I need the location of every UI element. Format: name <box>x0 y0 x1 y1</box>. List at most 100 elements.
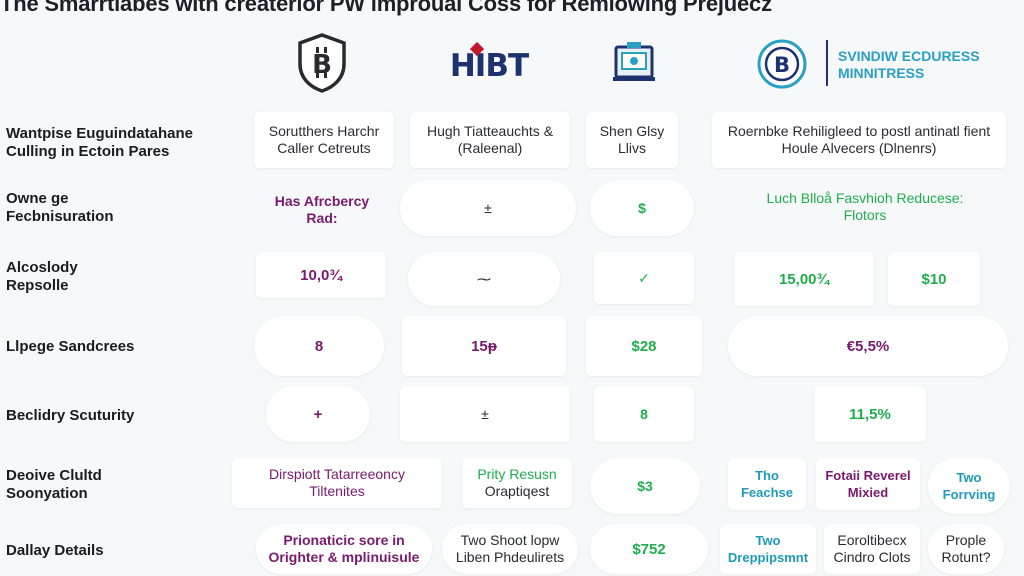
header-cell: Hugh Tiatteauchts & (Raleenal) <box>410 112 570 168</box>
cell-line: Orighter & mplinuisule <box>268 549 420 565</box>
circle-bitcoin-logo: B <box>754 38 810 90</box>
data-cell: Prionaticic sore in Orighter & mplinuisul… <box>256 524 432 574</box>
hibt-logo-text: HIBT <box>449 48 529 84</box>
cell-line: Roernbke Rehiligleed to postl antinatl f… <box>727 123 991 139</box>
device-terminal-icon <box>608 38 660 86</box>
cell-line: Cindro Clots <box>833 549 911 565</box>
cell-value: 10,0¾ <box>300 266 342 284</box>
data-cell: 15ᵽ <box>402 316 566 376</box>
header-cell: Sorutthers Harchr Caller Cetreuts <box>254 112 394 168</box>
row-label-line1: Llpege Sandcrees <box>6 338 135 355</box>
data-cell: Dirspiott Tatarreeoncy Tiltenites <box>232 458 442 508</box>
row-label: Alcoslody Repsolle <box>6 259 78 295</box>
cell-value: 8 <box>640 405 648 422</box>
cell-line: Two <box>755 533 781 548</box>
cell-line: Feachse <box>740 485 794 500</box>
cell-value: ⁓ <box>477 270 491 287</box>
brand-tagline-line1: SVINDIW ECDURESS <box>838 48 980 64</box>
cell-value: ± <box>484 199 492 216</box>
cell-value: 11,5% <box>849 405 891 423</box>
cell-value: 15,00¾ <box>778 270 830 288</box>
brand-tagline: SVINDIW ECDURESS MINNITRESS <box>838 48 980 82</box>
cell-line: Prionaticic sore in <box>283 532 405 548</box>
cell-line: (Raleenal) <box>457 140 523 156</box>
cell-line: Oraptiqest <box>484 483 550 499</box>
cell-value: 15ᵽ <box>471 337 497 355</box>
data-cell: 11,5% <box>814 386 926 442</box>
row-label-line2: Culling in Ectoin Pares <box>6 143 170 160</box>
data-cell: Eoroltibecx Cindro Clots <box>824 524 920 574</box>
data-cell: ✓ <box>594 252 694 304</box>
cell-line: Tho <box>755 468 779 483</box>
cell-line: Rotunt? <box>941 549 991 565</box>
cell-line: Dirspiott Tatarreeoncy <box>269 466 405 482</box>
data-cell: $10 <box>888 252 980 306</box>
row-label-line1: Deoive Clultd <box>6 467 102 484</box>
row-label: Beclidry Scuturity <box>6 407 134 425</box>
data-cell: Prople Rotunt? <box>928 524 1004 574</box>
cell-line: Flotors <box>843 207 887 223</box>
row-label-line2: Repsolle <box>6 277 69 294</box>
brand-divider <box>826 40 828 86</box>
data-cell: 8 <box>254 316 384 376</box>
hibt-logo: HIBT <box>446 41 532 88</box>
data-cell: 10,0¾ <box>256 252 386 298</box>
cell-line: Llivs <box>617 140 646 156</box>
cell-line: Caller Cetreuts <box>277 140 371 156</box>
shield-bitcoin-logo: B <box>294 32 350 94</box>
row-label-line2: Soonyation <box>6 485 88 502</box>
header-cell: Roernbke Rehiligleed to postl antinatl f… <box>712 112 1006 168</box>
data-cell: + <box>266 386 370 442</box>
cell-value: 8 <box>314 337 324 355</box>
row-label-line2: Fecbnisuration <box>6 208 114 225</box>
cell-line: Rad: <box>306 210 338 226</box>
cell-value: ± <box>481 405 489 422</box>
data-cell: $3 <box>590 458 700 514</box>
data-cell: Two Shoot lopw Liben Phdeulirets <box>442 524 578 574</box>
data-cell: €5,5% <box>728 316 1008 376</box>
row-label-line1: Dallay Details <box>6 542 104 559</box>
cell-line: Liben Phdeulirets <box>455 549 565 565</box>
cell-line: Tiltenites <box>309 483 365 499</box>
cell-line: Mixied <box>847 485 889 500</box>
cell-line: Two Shoot lopw <box>460 532 560 548</box>
data-cell: Fotaii Reverel Mixied <box>816 458 920 510</box>
data-cell: ± <box>400 386 570 442</box>
page-title: The Smarrtlabes with createrlor PW impro… <box>0 0 772 16</box>
svg-text:B: B <box>312 50 332 80</box>
data-cell: 15,00¾ <box>734 252 874 306</box>
data-cell: 8 <box>594 386 694 442</box>
data-cell: Prity Resusn Oraptiqest <box>462 458 572 508</box>
row-label: Llpege Sandcrees <box>6 338 134 356</box>
cell-line: Two <box>956 470 982 485</box>
header-cell: Shen Glsy Llivs <box>586 112 678 168</box>
cell-line: Fotaii Reverel <box>825 468 911 483</box>
cell-line: Sorutthers Harchr <box>268 123 380 139</box>
row-label: Wantpise Euguindatahane Culling in Ectoin… <box>6 125 193 161</box>
brand-tagline-line2: MINNITRESS <box>838 65 925 81</box>
row-label: Deoive Clultd Soonyation <box>6 467 102 503</box>
cell-value: $28 <box>631 337 657 355</box>
data-cell: Luch Blloå Fasvhioh Reducese: Flotors <box>740 182 990 232</box>
row-label: Dallay Details <box>6 542 104 560</box>
cell-line: Dreppipsmnt <box>727 550 809 565</box>
cell-value: $752 <box>632 540 666 558</box>
data-cell: Two Forrving <box>928 458 1010 514</box>
row-label-line1: Owne ge <box>6 190 69 207</box>
data-cell: $ <box>590 180 694 236</box>
cell-value: $10 <box>921 270 947 288</box>
cell-line: Prity Resusn <box>477 466 557 482</box>
data-cell: $752 <box>590 524 708 574</box>
data-cell: Two Dreppipsmnt <box>720 524 816 574</box>
cell-line: Has Afrcbercy <box>274 193 370 209</box>
cell-line: Houle Alvecers (Dlnenrs) <box>781 140 937 156</box>
row-label: Owne ge Fecbnisuration <box>6 190 114 226</box>
data-cell: Tho Feachse <box>728 458 806 510</box>
cell-value: + <box>313 405 323 423</box>
cell-line: Hugh Tiatteauchts & <box>426 123 554 139</box>
cell-value: ✓ <box>638 269 650 286</box>
cell-value: $ <box>638 199 646 216</box>
cell-line: Prople <box>945 532 987 548</box>
cell-line: Shen Glsy <box>599 123 665 139</box>
data-cell: $28 <box>586 316 702 376</box>
